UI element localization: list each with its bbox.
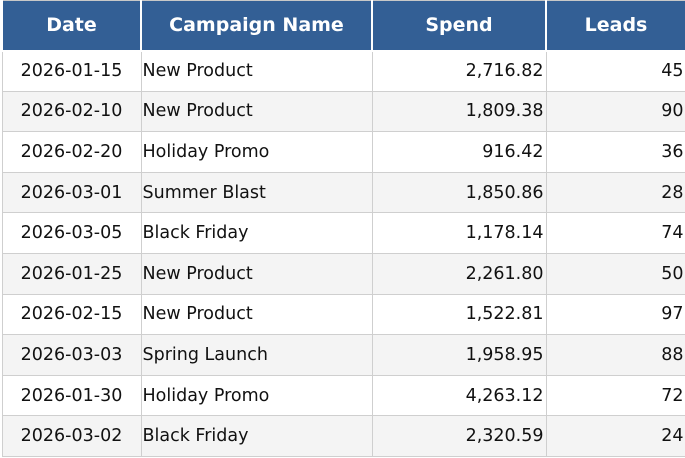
date-cell[interactable]: 2026-02-20	[1, 131, 142, 173]
spend-cell[interactable]: 2,716.82	[371, 50, 547, 92]
table-row: 2026-01-25 New Product 2,261.80 50	[1, 252, 685, 295]
leads-cell[interactable]: 28	[545, 171, 685, 214]
leads-cell[interactable]: 97	[545, 293, 685, 336]
table-row: 2026-03-03 Spring Launch 1,958.95 88	[1, 334, 685, 376]
spend-cell[interactable]: 916.42	[371, 131, 547, 173]
date-cell[interactable]: 2026-03-02	[1, 415, 142, 457]
spend-cell[interactable]: 1,850.86	[371, 171, 547, 214]
date-cell[interactable]: 2026-03-01	[1, 171, 142, 214]
table-row: 2026-02-15 New Product 1,522.81 97	[1, 293, 685, 336]
table-row: 2026-03-01 Summer Blast 1,850.86 28	[1, 171, 685, 214]
leads-cell[interactable]: 36	[545, 131, 685, 173]
campaign-name-cell[interactable]: New Product	[140, 293, 373, 336]
table-row: 2026-03-02 Black Friday 2,320.59 24	[1, 415, 685, 457]
table-row: 2026-02-20 Holiday Promo 916.42 36	[1, 131, 685, 173]
spend-cell[interactable]: 4,263.12	[371, 374, 547, 417]
campaign-name-cell[interactable]: Spring Launch	[140, 334, 373, 376]
table-row: 2026-02-10 New Product 1,809.38 90	[1, 90, 685, 133]
table-row: 2026-03-05 Black Friday 1,178.14 74	[1, 212, 685, 254]
date-cell[interactable]: 2026-01-30	[1, 374, 142, 417]
leads-cell[interactable]: 72	[545, 374, 685, 417]
campaign-name-cell[interactable]: Holiday Promo	[140, 131, 373, 173]
spend-cell[interactable]: 2,261.80	[371, 252, 547, 295]
date-cell[interactable]: 2026-02-15	[1, 293, 142, 336]
campaign-name-cell[interactable]: Summer Blast	[140, 171, 373, 214]
table-row: 2026-01-15 New Product 2,716.82 45	[1, 50, 685, 92]
header-row: Date Campaign Name Spend Leads	[1, 0, 685, 52]
campaign-name-cell[interactable]: New Product	[140, 252, 373, 295]
campaign-name-cell[interactable]: Black Friday	[140, 415, 373, 457]
column-header-spend[interactable]: Spend	[371, 0, 547, 52]
campaign-name-cell[interactable]: Black Friday	[140, 212, 373, 254]
leads-cell[interactable]: 45	[545, 50, 685, 92]
date-cell[interactable]: 2026-01-25	[1, 252, 142, 295]
spend-cell[interactable]: 1,809.38	[371, 90, 547, 133]
campaign-name-cell[interactable]: Holiday Promo	[140, 374, 373, 417]
leads-cell[interactable]: 90	[545, 90, 685, 133]
campaign-name-cell[interactable]: New Product	[140, 50, 373, 92]
spend-cell[interactable]: 1,178.14	[371, 212, 547, 254]
table-row: 2026-01-30 Holiday Promo 4,263.12 72	[1, 374, 685, 417]
spend-cell[interactable]: 1,958.95	[371, 334, 547, 376]
date-cell[interactable]: 2026-02-10	[1, 90, 142, 133]
leads-cell[interactable]: 50	[545, 252, 685, 295]
column-header-leads[interactable]: Leads	[545, 0, 685, 52]
leads-cell[interactable]: 74	[545, 212, 685, 254]
date-cell[interactable]: 2026-03-05	[1, 212, 142, 254]
spend-cell[interactable]: 1,522.81	[371, 293, 547, 336]
spend-cell[interactable]: 2,320.59	[371, 415, 547, 457]
column-header-campaign-name[interactable]: Campaign Name	[140, 0, 373, 52]
leads-cell[interactable]: 24	[545, 415, 685, 457]
column-header-date[interactable]: Date	[1, 0, 142, 52]
date-cell[interactable]: 2026-03-03	[1, 334, 142, 376]
leads-cell[interactable]: 88	[545, 334, 685, 376]
campaign-name-cell[interactable]: New Product	[140, 90, 373, 133]
date-cell[interactable]: 2026-01-15	[1, 50, 142, 92]
